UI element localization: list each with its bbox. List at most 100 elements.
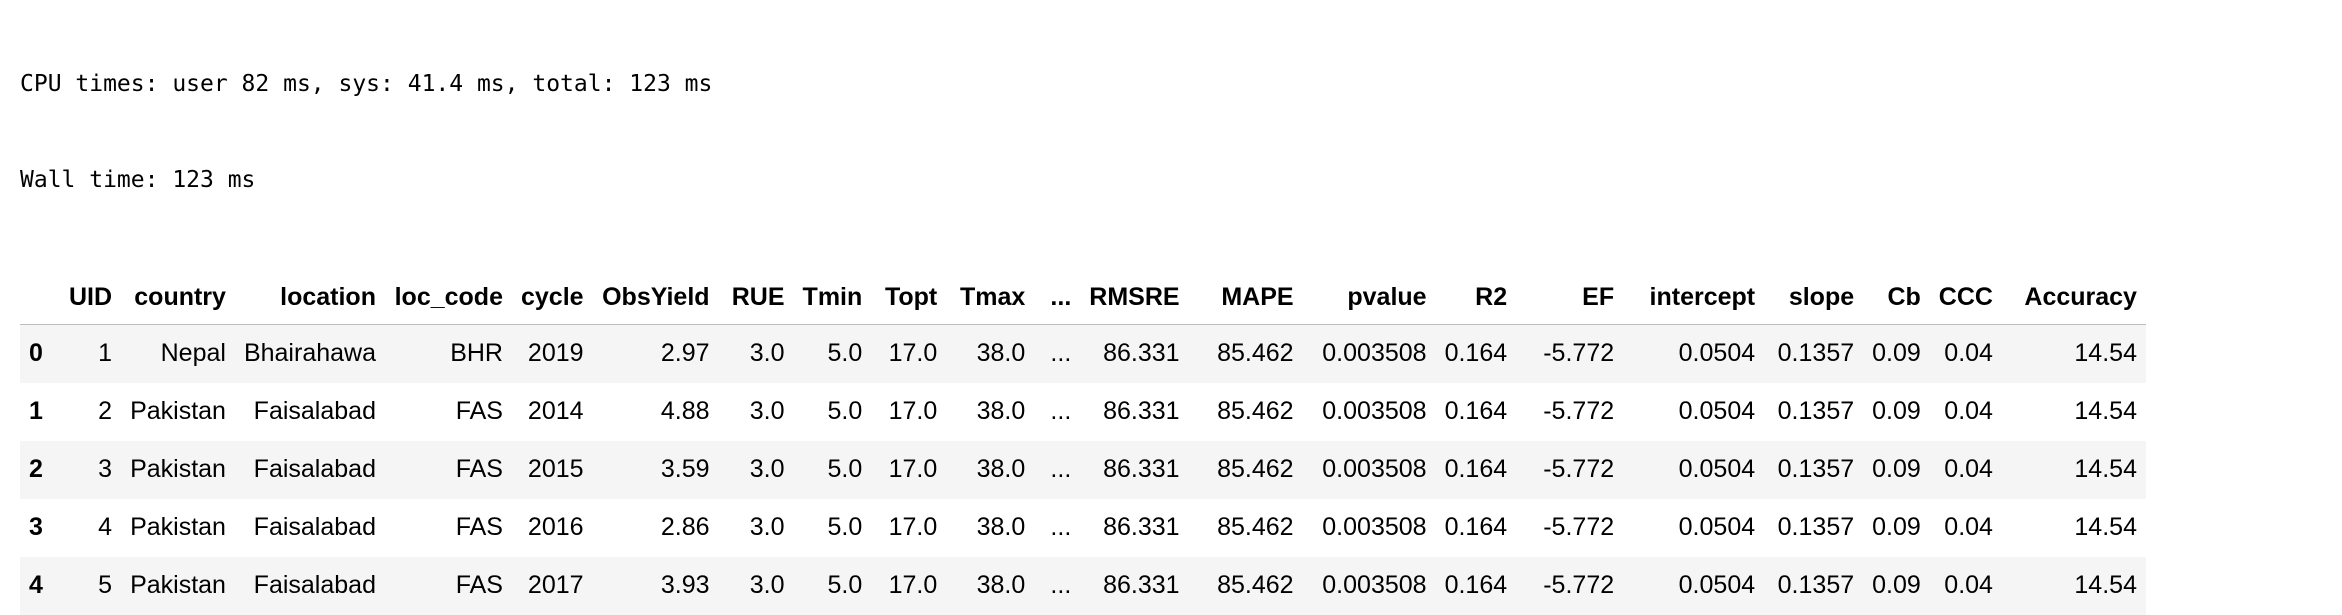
table-cell: 85.462 (1217, 455, 1294, 483)
table-cell: 0.164 (1444, 571, 1508, 599)
table-cell: ... (1050, 397, 1072, 425)
column-header-obsyield: ObsYield (592, 270, 719, 325)
table-cell: -5.772 (1543, 513, 1615, 541)
table-cell: 2.97 (660, 339, 710, 368)
table-cell: 0.0504 (1678, 339, 1756, 368)
table-cell: 86.331 (1103, 513, 1180, 541)
table-cell: 86.331 (1103, 339, 1180, 368)
table-cell: 14.54 (2074, 339, 2137, 368)
table-cell: 85.462 (1217, 397, 1294, 425)
table-cell: 0.04 (1944, 571, 1993, 599)
table-cell: 2.86 (660, 513, 710, 541)
table-cell: Pakistan (130, 571, 226, 599)
table-cell: 0.164 (1444, 339, 1508, 368)
column-header-uid: UID (60, 270, 122, 325)
table-cell: 0.003508 (1322, 397, 1427, 425)
table-cell: 5.0 (827, 455, 863, 483)
table-cell: 1 (98, 339, 113, 368)
table-cell: 4 (98, 513, 113, 541)
table-cell: 17.0 (888, 513, 938, 541)
table-cell: 0.09 (1872, 397, 1921, 425)
table-cell: 14.54 (2074, 513, 2137, 541)
table-cell: 2 (98, 397, 113, 425)
column-header-country: country (121, 270, 235, 325)
table-cell: 5.0 (827, 571, 863, 599)
table-cell: 38.0 (976, 397, 1026, 425)
table-cell: 38.0 (976, 513, 1026, 541)
table-row: 2 3 Pakistan Faisalabad FAS 2015 3.59 3.0 5.0 17.… (20, 440, 2146, 499)
table-cell: 0.1357 (1777, 571, 1855, 599)
table-cell: BHR (450, 339, 503, 368)
column-header-mape: MAPE (1188, 270, 1303, 325)
table-cell: 17.0 (888, 397, 938, 425)
table-cell: ... (1050, 455, 1072, 483)
table-cell: 0.04 (1944, 339, 1993, 368)
table-cell: 14.54 (2074, 455, 2137, 483)
table-cell: 3.0 (749, 455, 785, 483)
table-cell: 5.0 (827, 397, 863, 425)
table-cell: 0.003508 (1322, 339, 1427, 368)
table-body: 0 1 Nepal Bhairahawa BHR 2019 2.97 3.0 5.0 17.0 38… (20, 324, 2146, 615)
table-cell: FAS (455, 397, 503, 425)
table-cell: 85.462 (1217, 339, 1294, 368)
table-cell: 0.0504 (1678, 513, 1756, 541)
table-cell: Pakistan (130, 455, 226, 483)
table-cell: 0.0504 (1678, 571, 1756, 599)
table-cell: -5.772 (1543, 397, 1615, 425)
table-cell: -5.772 (1543, 571, 1615, 599)
column-header-rue: RUE (718, 270, 794, 325)
table-cell: 0.164 (1444, 513, 1508, 541)
table-cell: 0.164 (1444, 455, 1508, 483)
table-cell: 0.09 (1872, 571, 1921, 599)
table-cell: 4.88 (660, 397, 710, 425)
table-cell: 3.0 (749, 397, 785, 425)
table-cell: ... (1050, 339, 1072, 368)
table-cell: 3.59 (660, 455, 710, 483)
table-cell: Faisalabad (253, 513, 376, 541)
table-cell: 5 (98, 571, 113, 599)
table-cell: -5.772 (1543, 339, 1615, 368)
table-cell: 0.04 (1944, 397, 1993, 425)
table-cell: 5.0 (827, 513, 863, 541)
table-cell: 0.1357 (1777, 513, 1855, 541)
column-header-intercept: intercept (1623, 270, 1765, 325)
column-header-cb: Cb (1863, 270, 1930, 325)
table-cell: 3.0 (749, 571, 785, 599)
table-cell: 38.0 (976, 455, 1026, 483)
column-header-location: location (234, 270, 385, 325)
column-header-topt: Topt (871, 270, 947, 325)
column-header-accuracy: Accuracy (2001, 270, 2146, 325)
table-cell: FAS (455, 571, 503, 599)
table-cell: 0.09 (1872, 455, 1921, 483)
table-cell: 0.003508 (1322, 571, 1427, 599)
table-row: 4 5 Pakistan Faisalabad FAS 2017 3.93 3.0 5.0 17.… (20, 556, 2146, 615)
table-cell: 0.1357 (1777, 339, 1855, 368)
column-header-slope: slope (1764, 270, 1864, 325)
table-cell: 14.54 (2074, 571, 2137, 599)
cpu-times-line: CPU times: user 82 ms, sys: 41.4 ms, tot… (20, 71, 713, 97)
table-cell: FAS (455, 513, 503, 541)
table-cell: 0.09 (1872, 513, 1921, 541)
table-cell: 0.09 (1872, 339, 1921, 368)
table-cell: Nepal (160, 339, 226, 368)
table-cell: 0.164 (1444, 397, 1508, 425)
stdout-text: CPU times: user 82 ms, sys: 41.4 ms, tot… (20, 4, 2330, 260)
table-cell: 86.331 (1103, 571, 1180, 599)
table-cell: 38.0 (976, 339, 1026, 368)
table-cell: Faisalabad (253, 397, 376, 425)
table-cell: 86.331 (1103, 455, 1180, 483)
table-cell: 0.0504 (1678, 397, 1756, 425)
table-cell: 5.0 (827, 339, 863, 368)
table-cell: 38.0 (976, 571, 1026, 599)
column-header-tmin: Tmin (793, 270, 872, 325)
row-index: 2 (29, 455, 43, 483)
table-cell: 85.462 (1217, 513, 1294, 541)
column-header-rmsre: RMSRE (1080, 270, 1189, 325)
table-cell: 14.54 (2074, 397, 2137, 425)
row-index: 0 (29, 339, 43, 368)
table-cell: ... (1050, 513, 1072, 541)
table-cell: 0.04 (1944, 513, 1993, 541)
table-cell: 3 (98, 455, 113, 483)
column-header-ef: EF (1516, 270, 1624, 325)
table-row: 0 1 Nepal Bhairahawa BHR 2019 2.97 3.0 5.0 17.0 38… (20, 324, 2146, 383)
